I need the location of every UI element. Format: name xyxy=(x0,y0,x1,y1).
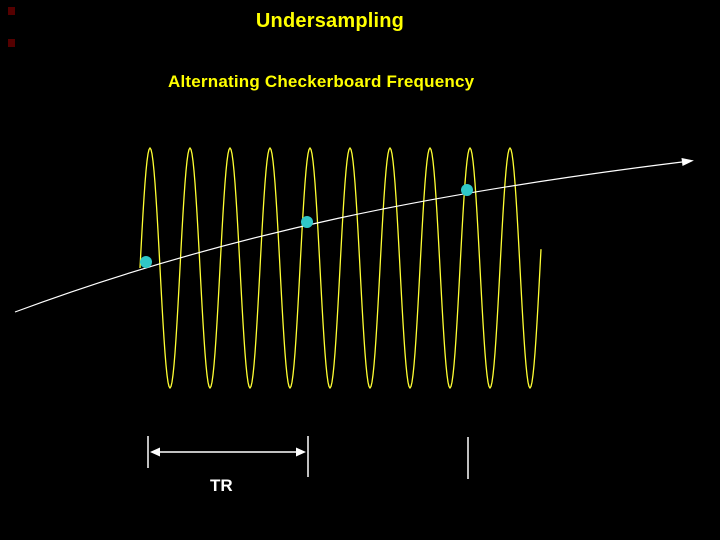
curve-arrowhead-icon xyxy=(681,158,694,166)
tr-interval-arrow xyxy=(150,447,306,457)
sample-point-dot xyxy=(461,184,473,196)
high-frequency-wave xyxy=(139,146,542,390)
sample-points xyxy=(140,184,473,268)
tr-tick-marks xyxy=(147,436,469,479)
slide-subtitle: Alternating Checkerboard Frequency xyxy=(168,72,475,91)
aliased-signal-curve xyxy=(14,161,683,313)
slide-corner-mark xyxy=(8,39,15,47)
tr-arrowhead-icon xyxy=(296,447,306,457)
sample-point-dot xyxy=(301,216,313,228)
tr-label: TR xyxy=(210,476,233,495)
sample-point-dot xyxy=(140,256,152,268)
slide-title: Undersampling xyxy=(255,10,405,32)
slide-corner-mark xyxy=(8,7,15,15)
tr-arrowhead-icon xyxy=(150,447,160,457)
